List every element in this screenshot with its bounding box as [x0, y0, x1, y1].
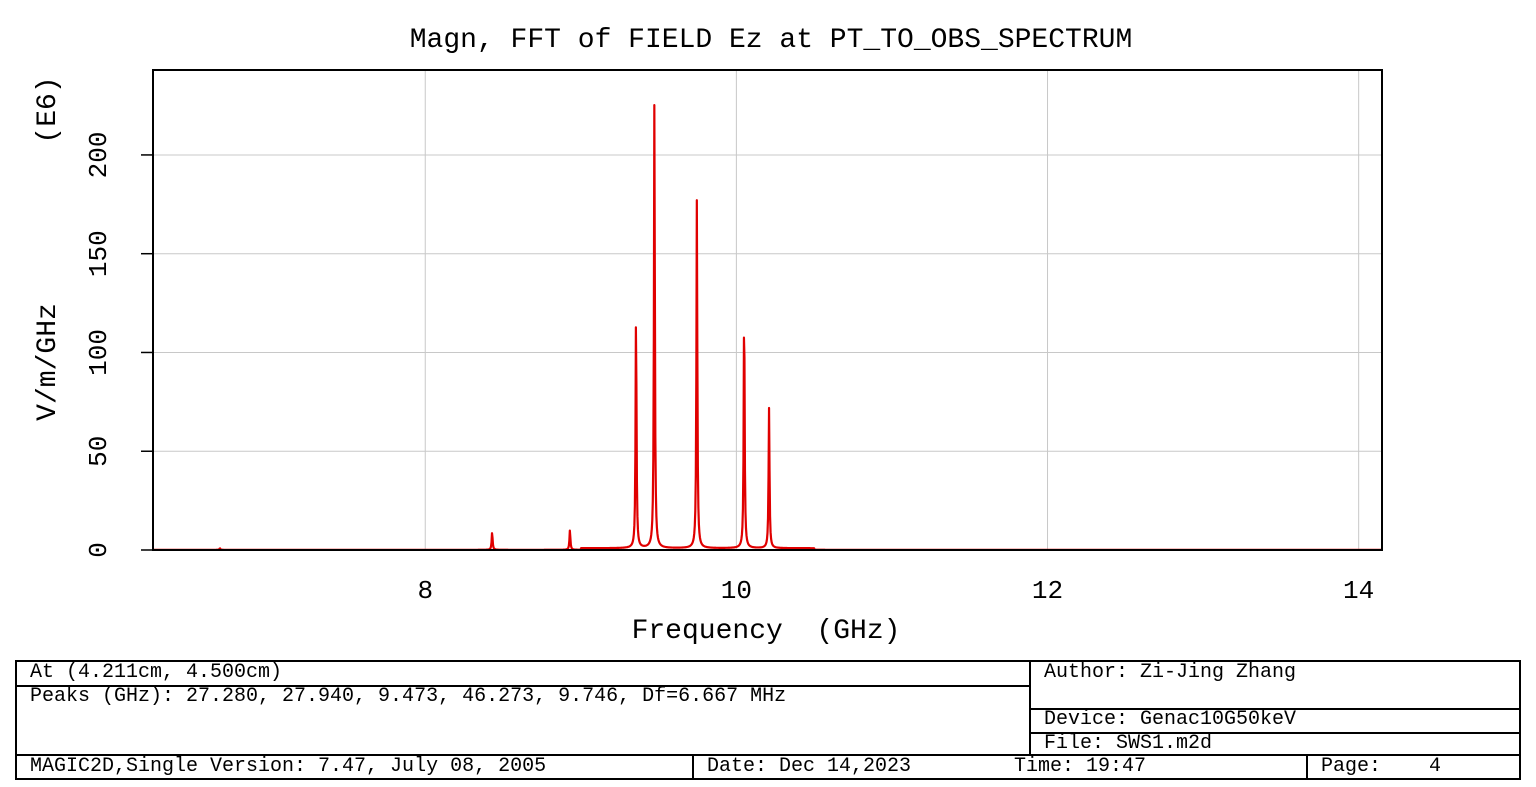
time-text: Time: 19:47 — [1014, 755, 1147, 778]
device-text: Device: Genac10G50keV — [1044, 708, 1297, 731]
version-text: MAGIC2D,Single Version: 7.47, July 08, 2… — [30, 755, 547, 778]
chart-title: Magn, FFT of FIELD Ez at PT_TO_OBS_SPECT… — [410, 25, 1133, 56]
y-tick-label: 200 — [84, 132, 114, 179]
x-tick-label: 12 — [1032, 576, 1063, 606]
page-text: Page: 4 — [1321, 755, 1442, 778]
y-tick-label: 50 — [84, 436, 114, 467]
grid — [153, 70, 1382, 550]
y-scale-label: (E6) — [33, 76, 64, 143]
info-table: At (4.211cm, 4.500cm) Peaks (GHz): 27.28… — [15, 660, 1521, 780]
date-text: Date: Dec 14,2023 — [707, 755, 912, 778]
axis-ticks: 8 10 12 14 0 50 100 150 200 — [84, 132, 1374, 606]
location-text: At (4.211cm, 4.500cm) — [30, 661, 283, 684]
x-tick-label: 8 — [417, 576, 433, 606]
y-tick-label: 150 — [84, 230, 114, 277]
y-tick-label: 0 — [84, 542, 114, 558]
spectrum-line — [152, 104, 1383, 551]
y-axis-label: V/m/GHz — [33, 303, 64, 421]
fft-spectrum-chart: Magn, FFT of FIELD Ez at PT_TO_OBS_SPECT… — [33, 25, 1383, 647]
author-text: Author: Zi-Jing Zhang — [1044, 661, 1297, 684]
x-tick-label: 10 — [721, 576, 752, 606]
plot-frame — [152, 69, 1383, 551]
x-tick-label: 14 — [1343, 576, 1374, 606]
y-tick-label: 100 — [84, 329, 114, 376]
peaks-text: Peaks (GHz): 27.280, 27.940, 9.473, 46.2… — [30, 685, 787, 708]
x-axis-label: Frequency (GHz) — [632, 616, 901, 647]
file-text: File: SWS1.m2d — [1044, 732, 1213, 755]
